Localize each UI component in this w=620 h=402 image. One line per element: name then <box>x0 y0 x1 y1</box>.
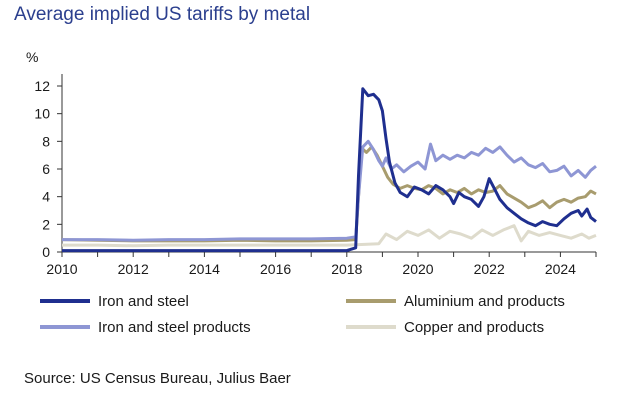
chart-title: Average implied US tariffs by metal <box>14 4 311 25</box>
series-line-aluminium-and-products <box>61 145 597 243</box>
x-tick-label: 2024 <box>545 261 576 277</box>
x-tick-label: 2012 <box>118 261 149 277</box>
x-tick-label: 2022 <box>474 261 505 277</box>
y-tick-label: 0 <box>42 244 50 260</box>
y-tick-label: 10 <box>34 106 50 122</box>
x-tick-label: 2018 <box>331 261 362 277</box>
series-line-copper-and-products <box>62 224 597 248</box>
source-note: Source: US Census Bureau, Julius Baer <box>24 370 291 387</box>
x-tick-label: 2014 <box>189 261 220 277</box>
series-line-iron-and-steel <box>62 87 597 253</box>
y-tick-label: 2 <box>42 216 50 232</box>
legend-label: Iron and steel products <box>98 319 251 336</box>
legend: Iron and steel Aluminium and products Iron… <box>40 293 565 336</box>
y-tick-label: 8 <box>42 133 50 149</box>
series-lines <box>61 87 597 253</box>
x-tick-label: 2010 <box>46 261 77 277</box>
series-line-iron-and-steel-products <box>62 139 597 242</box>
axes: % 0 2 4 6 8 10 12 2010 2012 2014 2016 2018 2020 2022 20… <box>26 49 597 277</box>
y-tick-label: 12 <box>34 78 50 94</box>
y-axis-unit: % <box>26 49 38 65</box>
x-tick-label: 2016 <box>260 261 291 277</box>
legend-label: Aluminium and products <box>404 293 565 310</box>
legend-label: Copper and products <box>404 319 544 336</box>
x-tick-label: 2020 <box>402 261 433 277</box>
y-tick-label: 6 <box>42 161 50 177</box>
legend-label: Iron and steel <box>98 293 189 310</box>
y-tick-label: 4 <box>42 189 50 205</box>
